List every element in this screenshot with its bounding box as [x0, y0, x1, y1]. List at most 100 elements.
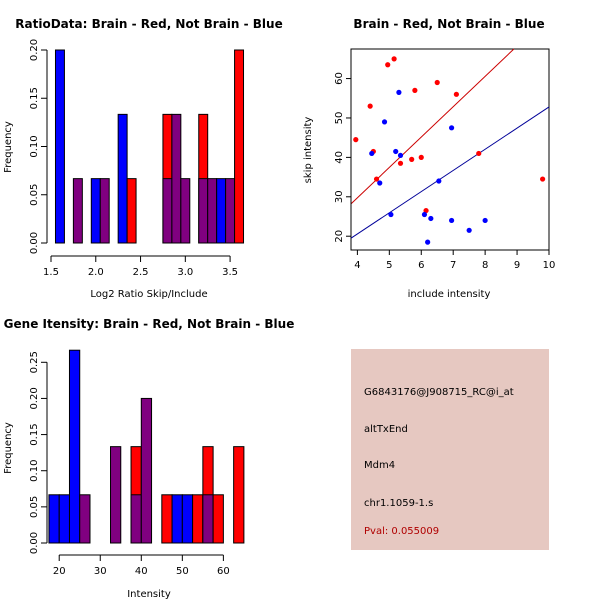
ratio-hist-y-axis: 0.00 0.05 0.10 0.15 0.20: [29, 39, 48, 254]
scatter-y-axis: 20 30 40 50 60: [334, 72, 352, 243]
event-type: altTxEnd: [364, 424, 408, 435]
intensity-hist-y-tick-label: 0.05: [29, 496, 40, 518]
scatter-point-brain: [373, 176, 380, 182]
ratio-hist-x-axis: 1.5 2.0 2.5 3.0 3.5: [43, 255, 238, 278]
scatter-y-tick-label: 40: [334, 151, 345, 164]
ratio-hist-x-tick-label: 3.0: [177, 267, 193, 278]
scatter-x-tick-label: 6: [418, 260, 424, 271]
ratio-hist-bar-overlap: [225, 178, 236, 244]
scatter-point-brain: [385, 62, 391, 68]
intensity-hist-bar-brain: [212, 494, 224, 544]
scatter-point-not_brain: [428, 215, 434, 222]
scatter-point-not_brain: [448, 217, 455, 224]
scatter-x-tick-label: 9: [514, 260, 520, 271]
scatter-fit-lines: [350, 48, 550, 239]
scatter-point-not_brain: [448, 125, 455, 131]
scatter-y-tick-label: 20: [334, 230, 345, 243]
ratio-hist-y-tick-label: 0.05: [29, 184, 40, 206]
intensity-hist-x-tick-label: 50: [176, 566, 189, 577]
scatter-point-brain: [391, 56, 397, 62]
intensity-hist-bar-brain: [192, 494, 204, 544]
intensity-hist-y-tick-label: 0.15: [29, 423, 40, 445]
intensity-hist-y-label: Frequency: [3, 422, 14, 474]
scatter-point-brain: [367, 103, 373, 109]
intensity-hist-bar-not_brain: [48, 494, 60, 544]
scatter-point-brain: [353, 137, 359, 143]
ratio-hist-bar-overlap: [171, 113, 182, 244]
intensity-hist-y-tick-label: 0.00: [29, 532, 40, 554]
ratio-histogram-panel: RatioData: Brain - Red, Not Brain - Blue…: [3, 17, 283, 300]
scatter-point-brain: [453, 91, 459, 97]
ratio-hist-bar-brain: [126, 178, 137, 244]
scatter-points: [353, 56, 546, 245]
scatter-point-brain: [418, 154, 424, 160]
ratio-hist-x-tick-label: 2.0: [88, 267, 104, 278]
intensity-hist-bar-brain: [161, 494, 173, 544]
ratio-hist-bar-overlap: [180, 178, 191, 244]
scatter-point-brain: [434, 79, 440, 86]
scatter-point-not_brain: [396, 89, 402, 95]
intensity-hist-y-axis: 0.00 0.05 0.10 0.15 0.20 0.25: [29, 351, 48, 554]
intensity-hist-y-tick-label: 0.20: [29, 387, 40, 409]
scatter-x-tick-label: 7: [450, 260, 456, 271]
ratio-hist-bar-brain: [234, 49, 245, 244]
p-value: Pval: 0.055009: [364, 526, 440, 537]
scatter-x-tick-label: 10: [543, 260, 556, 271]
scatter-point-not_brain: [393, 148, 399, 155]
ratio-hist-bar-overlap: [162, 178, 173, 244]
ratio-hist-bars: [54, 49, 245, 244]
intensity-hist-bar-not_brain: [171, 494, 183, 544]
intensity-hist-bar-overlap: [130, 494, 142, 544]
scatter-point-brain: [397, 160, 404, 166]
ratio-hist-title: RatioData: Brain - Red, Not Brain - Blue: [15, 17, 282, 31]
intensity-hist-bar-overlap: [140, 397, 153, 544]
scatter-title: Brain - Red, Not Brain - Blue: [353, 17, 544, 31]
intensity-hist-bar-not_brain: [181, 494, 194, 544]
scatter-y-tick-label: 30: [334, 190, 345, 203]
info-panel: G6843176@J908715_RC@i_at altTxEnd Mdm4 c…: [351, 349, 549, 550]
scatter-y-tick-label: 50: [334, 112, 345, 125]
scatter-point-brain: [412, 87, 418, 93]
ratio-hist-y-label: Frequency: [3, 121, 14, 173]
intensity-hist-bar-overlap: [110, 446, 122, 544]
ratio-hist-bar-not_brain: [90, 178, 101, 244]
ratio-hist-bar-overlap: [99, 178, 110, 244]
intensity-hist-x-tick-label: 30: [94, 566, 107, 577]
ratio-hist-x-tick-label: 3.5: [222, 267, 238, 278]
scatter-point-not_brain: [425, 239, 431, 245]
ratio-hist-y-tick-label: 0.10: [29, 135, 40, 157]
locus-id: chr1.1059-1.s: [364, 498, 434, 509]
ratio-hist-x-tick-label: 2.5: [133, 267, 149, 278]
ratio-hist-bar-not_brain: [216, 178, 227, 244]
scatter-panel: Brain - Red, Not Brain - Blue 4 5 6 7 8 9 10 2…: [303, 17, 555, 300]
ratio-hist-y-tick-label: 0.15: [29, 87, 40, 109]
intensity-hist-x-label: Intensity: [127, 589, 171, 600]
scatter-y-tick-label: 60: [334, 72, 345, 85]
intensity-hist-y-tick-label: 0.10: [29, 460, 40, 482]
scatter-fit-line-not_brain: [350, 106, 550, 239]
ratio-hist-bar-overlap: [198, 178, 209, 244]
ratio-hist-x-tick-label: 1.5: [43, 267, 59, 278]
ratio-hist-bar-overlap: [207, 178, 218, 244]
ratio-hist-y-tick-label: 0.20: [29, 39, 40, 61]
scatter-point-not_brain: [377, 180, 383, 186]
scatter-x-tick-label: 4: [354, 260, 360, 271]
ratio-hist-bar-not_brain: [117, 113, 128, 244]
scatter-point-not_brain: [466, 227, 472, 233]
scatter-x-tick-label: 5: [386, 260, 392, 271]
scatter-point-not_brain: [421, 211, 428, 218]
scatter-point-brain: [409, 156, 415, 162]
ratio-hist-x-label: Log2 Ratio Skip/Include: [90, 289, 207, 300]
scatter-x-axis: 4 5 6 7 8 9 10: [354, 249, 556, 271]
intensity-hist-bar-overlap: [79, 494, 91, 544]
intensity-hist-title: Gene Itensity: Brain - Red, Not Brain - …: [4, 317, 295, 331]
intensity-hist-bar-brain: [233, 446, 245, 544]
scatter-x-label: include intensity: [408, 289, 491, 300]
intensity-hist-bar-overlap: [202, 494, 214, 544]
scatter-point-not_brain: [381, 119, 388, 125]
probe-id: G6843176@J908715_RC@i_at: [364, 387, 514, 398]
intensity-hist-bar-not_brain: [68, 349, 81, 544]
intensity-hist-bars: [48, 349, 245, 544]
intensity-hist-y-tick-label: 0.25: [29, 351, 40, 373]
gene-name: Mdm4: [364, 460, 396, 471]
